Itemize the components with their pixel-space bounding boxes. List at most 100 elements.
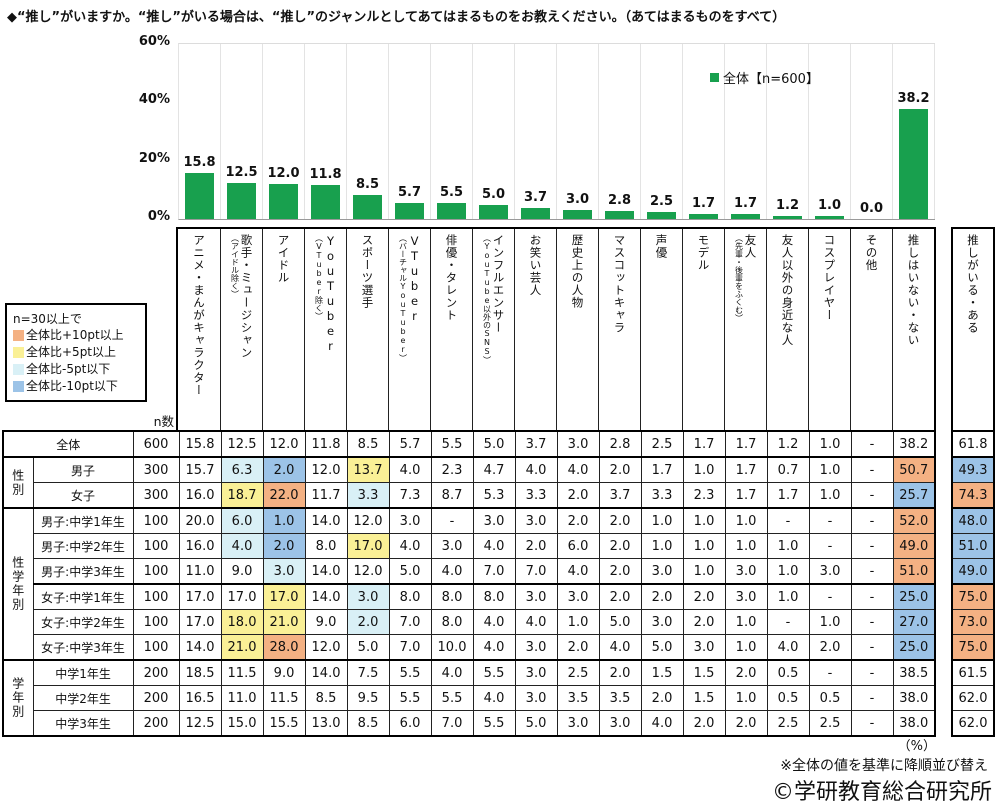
value-cell: 7.0 [388,634,432,661]
value-cell: 1.0 [808,482,852,509]
value-cell: 0.5 [766,659,810,686]
value-cell: 3.0 [598,710,642,737]
chart-slot: 38.2 [893,44,935,219]
value-cell: 5.5 [388,659,432,686]
bar-value-label: 0.0 [859,201,884,216]
value-cell: 5.0 [388,558,432,585]
value-cell: 25.7 [892,482,936,509]
value-cell: 16.5 [178,685,222,711]
category-header-text: 歌手・ミュージシャン （アイドル除く） [230,234,254,426]
value-cell: - [850,558,894,585]
value-cell: 1.0 [766,558,810,585]
value-cell: 1.0 [682,456,726,483]
value-cell: 6.0 [388,710,432,737]
value-cell: 2.0 [598,659,642,686]
row-label: 女子:中学3年生 [32,634,134,661]
row-label: 男子:中学2年生 [32,533,134,559]
category-header-cell: その他 [850,229,892,432]
value-cell: 2.5 [556,659,600,686]
value-cell: 5.0 [472,430,516,458]
value-cell: 3.3 [640,482,684,509]
value-cell: 4.0 [220,533,264,559]
value-cell: 1.0 [808,456,852,483]
n-count-cell: 100 [132,583,180,610]
value-cell: 12.0 [262,430,306,458]
oshi-aru-value-cell: 51.0 [951,533,995,559]
bar-value-label: 38.2 [897,90,930,106]
category-sub-label: （YouTube以外のSNS） [482,234,492,364]
value-cell: 4.0 [640,710,684,737]
bar-value-label: 12.5 [225,165,258,180]
value-cell: - [850,710,894,737]
value-cell: 5.3 [472,482,516,509]
value-cell: 12.5 [220,430,264,458]
bar [563,210,592,219]
value-cell: 3.0 [346,583,390,610]
category-header-cell: コスプレイヤー [808,229,850,432]
data-table-body: 全体 600 15.8 12.5 12.0 11.8 8.5 5.7 5.5 5.0 3.7 3.0 2… [2,430,936,737]
category-header-cell: マスコットキャラ [598,229,640,432]
value-cell: 2.5 [766,710,810,737]
value-cell: 1.7 [766,482,810,509]
value-cell: 6.0 [220,507,264,534]
category-sub-label: （先輩・後輩をふくむ） [734,234,744,322]
row-label: 中学1年生 [32,659,134,686]
bar [647,211,676,219]
value-cell: 2.0 [640,685,684,711]
value-cell: 8.5 [346,710,390,737]
value-cell: 22.0 [262,482,306,509]
value-cell: 50.7 [892,456,936,483]
value-cell: 4.0 [556,456,600,483]
value-cell: 5.0 [346,634,390,661]
n-count-cell: 200 [132,710,180,737]
value-cell: 9.0 [220,558,264,585]
value-cell: 9.0 [262,659,306,686]
oshi-aru-row: 62.0 [951,685,995,711]
y-axis-tick: 0% [147,208,170,224]
value-cell: 1.0 [640,533,684,559]
value-cell: - [808,583,852,610]
value-cell: 4.0 [472,634,516,661]
category-main-label: アイドル [276,234,291,284]
bar-value-label: 3.7 [523,190,548,206]
row-group-label-text: 性学年別 [10,556,25,612]
value-cell: 2.0 [808,634,852,661]
threshold-legend-label: 全体比+5pt以上 [26,345,117,359]
value-cell: 8.5 [304,685,348,711]
value-cell: 1.0 [682,507,726,534]
value-cell: 25.0 [892,634,936,661]
value-cell: 1.0 [556,609,600,635]
oshi-aru-value-cell: 61.8 [951,430,995,458]
chart-slot: 8.5 [347,44,389,219]
value-cell: 11.5 [262,685,306,711]
bar [437,203,466,219]
table-row: 性別 男子 300 15.7 6.3 2.0 12.0 13.7 4.0 2.3 4.7 4.0 4.0… [2,456,936,509]
y-axis-tick: 20% [138,150,170,166]
bar [185,173,214,219]
legend-swatch-icon [710,73,719,82]
chart-slot: 2.5 [641,44,683,219]
value-cell: 4.0 [430,558,474,585]
category-header-text: インフルエンサー （YouTube以外のSNS） [482,234,506,426]
value-cell: 18.0 [220,609,264,635]
value-cell: 11.0 [178,558,222,585]
value-cell: 11.5 [220,659,264,686]
bar-value-label: 5.5 [439,185,464,201]
value-cell: 1.7 [640,456,684,483]
value-cell: 2.3 [682,482,726,509]
category-main-label: お笑い芸人 [528,234,543,297]
oshi-aru-column-header: 推しがいる・ある [951,227,995,434]
chart-slot: 1.7 [683,44,725,219]
oshi-aru-value-cell: 62.0 [951,710,995,737]
value-cell: 18.7 [220,482,264,509]
chart-slot: 0.0 [851,44,893,219]
category-main-label: 友人 [743,234,758,259]
category-sub-label: （バーチャルYouTuber） [398,234,408,362]
value-cell: 0.5 [766,685,810,711]
value-cell: - [850,685,894,711]
chart-slot: 11.8 [305,44,347,219]
category-main-label: YouTuber [323,234,338,354]
n-count-cell: 300 [132,482,180,509]
value-cell: 4.0 [766,634,810,661]
value-cell: 5.0 [514,710,558,737]
